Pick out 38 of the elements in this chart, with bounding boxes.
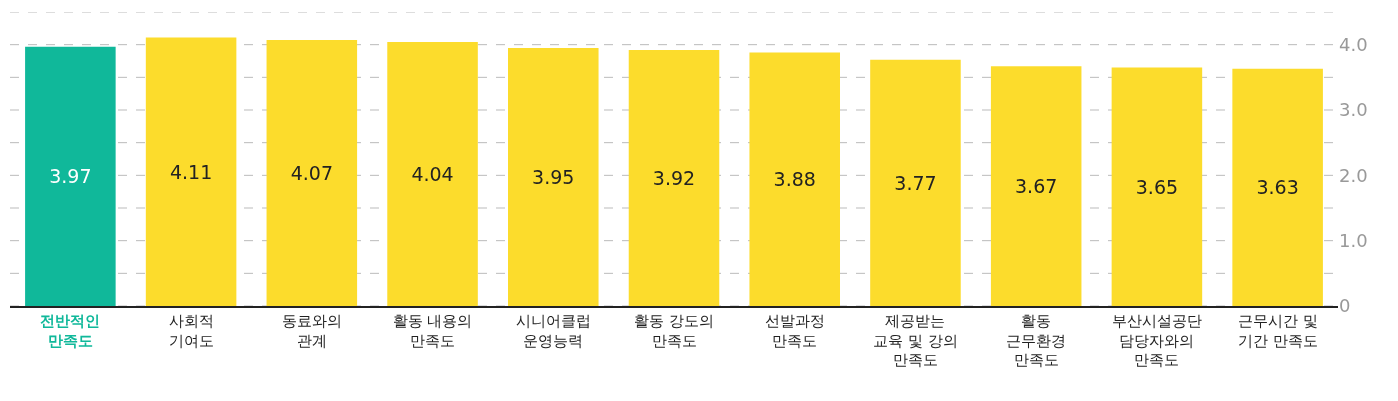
data-label: 4.04 [411, 163, 454, 186]
x-tick-label: 사회적 기여도 [168, 312, 214, 350]
x-tick-label: 근무시간 및 기간 만족도 [1237, 312, 1318, 350]
x-tick-label: 활동 내용의 만족도 [392, 312, 473, 350]
x-tick-label: 활동 강도의 만족도 [634, 312, 714, 350]
bar [266, 40, 358, 306]
data-label: 3.77 [894, 171, 937, 194]
x-tick-label: 전반적인 만족도 [40, 312, 101, 350]
x-tick-label: 부산시설공단 담당자와의 만족도 [1111, 312, 1202, 369]
data-label: 3.63 [1256, 176, 1299, 199]
data-label: 3.65 [1135, 175, 1179, 198]
data-label: 3.92 [652, 166, 696, 189]
data-label: 3.67 [1015, 175, 1058, 198]
bar [749, 52, 840, 306]
x-tick-label: 시니어클럽 운영능력 [515, 312, 591, 350]
data-label: 4.11 [169, 160, 213, 183]
x-tick-label: 동료와의 관계 [281, 312, 342, 350]
bar [990, 66, 1082, 306]
data-label: 3.88 [773, 168, 816, 191]
bar [628, 49, 720, 306]
bar [1111, 67, 1203, 306]
data-label: 3.97 [49, 165, 92, 188]
bar [1232, 68, 1323, 306]
x-tick-label: 제공받는 교육 및 강의 만족도 [873, 312, 958, 369]
bar [387, 42, 478, 306]
x-tick-label: 선발과정 만족도 [764, 312, 825, 350]
bar [870, 59, 961, 306]
y-tick-label: 1.0 [1339, 229, 1368, 251]
y-tick-label: 4.0 [1339, 33, 1368, 55]
data-label: 3.95 [532, 165, 575, 188]
bar [145, 37, 237, 306]
data-label: 4.07 [290, 162, 333, 185]
bar [508, 47, 599, 306]
x-tick-label: 활동 근무환경 만족도 [1006, 312, 1067, 369]
y-tick-label: 3.0 [1339, 99, 1368, 121]
bar [25, 46, 116, 306]
y-tick-label: 2.0 [1339, 164, 1368, 186]
y-tick-label: 0 [1339, 295, 1351, 317]
